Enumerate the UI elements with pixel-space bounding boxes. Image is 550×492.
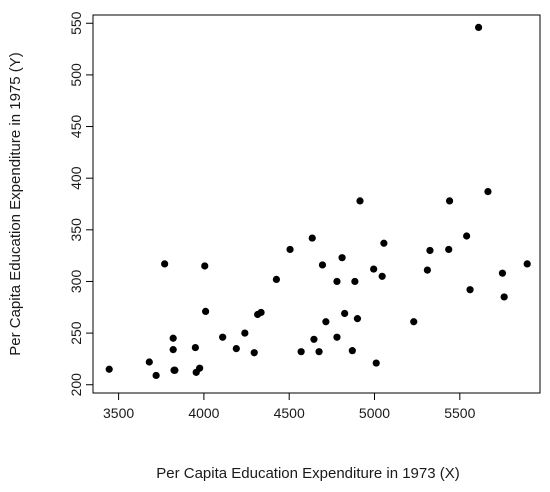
data-point <box>250 349 258 357</box>
data-point <box>351 277 359 286</box>
x-tick-label: 4000 <box>188 405 219 421</box>
data-point <box>152 371 160 380</box>
x-axis: 3500 4000 4500 5000 5500 <box>103 393 476 421</box>
x-tick-label: 5000 <box>359 405 390 421</box>
data-point <box>484 188 492 196</box>
data-point <box>169 334 177 342</box>
x-axis-title: Per Capita Education Expenditure in 1973… <box>156 465 460 482</box>
y-tick-label: 450 <box>68 115 84 139</box>
data-point <box>191 343 199 352</box>
y-tick-label: 500 <box>68 63 84 87</box>
data-point <box>426 246 434 255</box>
data-point <box>105 365 113 373</box>
x-tick-label: 3500 <box>103 405 134 421</box>
data-point <box>145 358 153 366</box>
x-tick-label: 5500 <box>444 405 475 421</box>
data-point <box>474 23 483 31</box>
data-point <box>380 239 388 247</box>
data-point <box>498 269 507 277</box>
data-point <box>341 309 349 318</box>
y-axis-title: Per Capita Education Expenditure in 1975… <box>7 52 24 356</box>
data-point <box>445 197 454 205</box>
data-point <box>353 315 362 323</box>
data-point <box>423 266 431 274</box>
y-axis: 200 250 300 350 400 450 500 550 <box>68 11 93 396</box>
data-point <box>410 318 418 326</box>
x-tick-label: 4500 <box>274 405 305 421</box>
data-point <box>241 329 249 337</box>
plot-frame <box>92 14 541 394</box>
data-point <box>466 286 474 294</box>
data-point <box>201 262 209 270</box>
y-tick-label: 250 <box>68 321 84 345</box>
data-point <box>169 346 177 354</box>
data-point <box>338 254 346 262</box>
data-point <box>286 245 294 254</box>
data-point <box>257 308 265 317</box>
data-point <box>232 344 240 353</box>
data-point <box>463 232 471 240</box>
data-point <box>378 272 386 280</box>
data-points <box>105 23 531 380</box>
y-tick-label: 400 <box>68 166 84 190</box>
data-point <box>523 260 531 268</box>
y-tick-label: 350 <box>68 218 84 242</box>
data-point <box>161 260 169 268</box>
data-point <box>370 265 378 273</box>
data-point <box>445 245 453 254</box>
data-point <box>310 335 318 343</box>
data-point <box>297 348 305 356</box>
data-point <box>315 348 323 356</box>
data-point <box>318 261 327 269</box>
data-point <box>356 197 364 205</box>
y-tick-label: 300 <box>68 270 84 294</box>
data-point <box>333 277 341 286</box>
data-point <box>272 275 281 283</box>
data-point <box>171 366 179 374</box>
y-tick-label: 550 <box>68 11 84 35</box>
data-point <box>333 333 341 341</box>
data-point <box>372 359 380 367</box>
data-point <box>202 307 210 316</box>
data-point <box>196 364 204 372</box>
data-point <box>219 333 227 341</box>
data-point <box>322 318 330 326</box>
data-point <box>308 234 316 242</box>
data-point <box>500 293 508 301</box>
y-tick-label: 200 <box>68 373 84 397</box>
data-point <box>348 347 356 355</box>
